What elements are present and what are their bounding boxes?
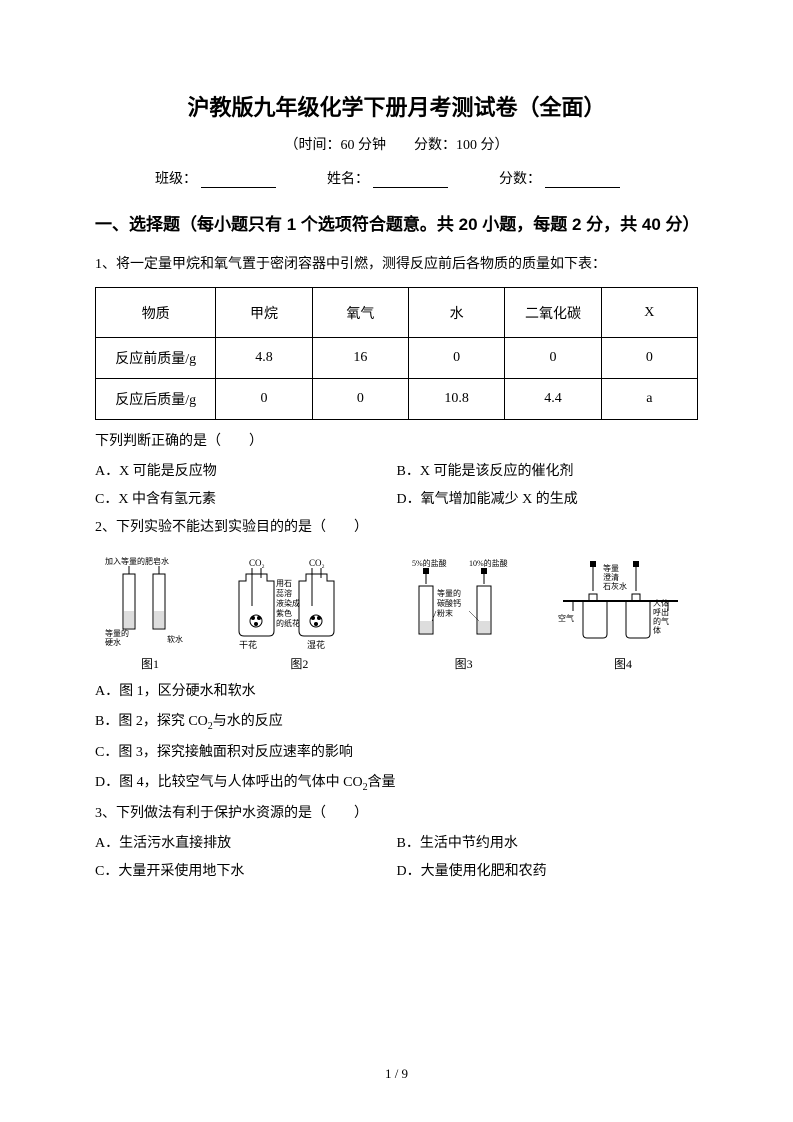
table-cell: 10.8 bbox=[409, 379, 505, 420]
svg-text:石灰水: 石灰水 bbox=[603, 581, 627, 591]
q3-optD: D．大量使用化肥和农药 bbox=[397, 858, 699, 886]
svg-text:等量的: 等量的 bbox=[105, 628, 129, 638]
svg-text:的纸花: 的纸花 bbox=[276, 618, 300, 628]
table-cell: 0 bbox=[216, 379, 312, 420]
svg-text:CO₂: CO₂ bbox=[309, 558, 325, 568]
figure-4: 空气 等量 澄清 石灰水 人体 呼出 的气 体 图4 bbox=[558, 556, 688, 672]
fig3-svg: 5%的盐酸 10%的盐酸 等量的 碳酸钙 粉末 bbox=[404, 556, 524, 651]
svg-text:CO₂: CO₂ bbox=[249, 558, 265, 568]
q1-optD: D．氧气增加能减少 X 的生成 bbox=[397, 486, 699, 514]
table-cell: 0 bbox=[601, 338, 697, 379]
page-title: 沪教版九年级化学下册月考测试卷（全面） bbox=[95, 90, 698, 122]
q3-options-row1: A．生活污水直接排放 B．生活中节约用水 bbox=[95, 830, 698, 858]
svg-text:澄清: 澄清 bbox=[603, 572, 619, 582]
figure-1: 加入等量的肥皂水 等量的 硬水 软水 图1 bbox=[105, 556, 195, 672]
svg-text:碳酸钙: 碳酸钙 bbox=[437, 598, 461, 608]
score-blank bbox=[545, 174, 620, 188]
q2-optA: A．图 1，区分硬水和软水 bbox=[95, 678, 698, 706]
svg-text:用石: 用石 bbox=[276, 579, 292, 588]
table-header: 水 bbox=[409, 288, 505, 338]
table-header: 二氧化碳 bbox=[505, 288, 601, 338]
fig1-label: 图1 bbox=[141, 655, 159, 672]
q2-options: A．图 1，区分硬水和软水 B．图 2，探究 CO2与水的反应 C．图 3，探究… bbox=[95, 678, 698, 798]
table-header: X bbox=[601, 288, 697, 338]
svg-text:等量: 等量 bbox=[603, 563, 619, 573]
table-cell: 反应后质量/g bbox=[96, 379, 216, 420]
fig4-svg: 空气 等量 澄清 石灰水 人体 呼出 的气 体 bbox=[558, 556, 688, 651]
svg-text:10%的盐酸: 10%的盐酸 bbox=[469, 558, 508, 568]
fig2-label: 图2 bbox=[290, 655, 308, 672]
q1-optB: B．X 可能是该反应的催化剂 bbox=[397, 458, 699, 486]
fig2-svg: CO₂ CO₂ 干花 湿花 用石 蕊溶 液染成 紫色 bbox=[229, 556, 369, 651]
name-label: 姓名： bbox=[327, 172, 369, 187]
q1-options-row1: A．X 可能是反应物 B．X 可能是该反应的催化剂 bbox=[95, 458, 698, 486]
q1-table: 物质 甲烷 氧气 水 二氧化碳 X 反应前质量/g 4.8 16 0 0 0 反… bbox=[95, 287, 698, 420]
svg-text:干花: 干花 bbox=[239, 639, 257, 650]
q1-tail: 下列判断正确的是（ ） bbox=[95, 428, 698, 456]
svg-text:呼出: 呼出 bbox=[653, 607, 669, 617]
figure-2: CO₂ CO₂ 干花 湿花 用石 蕊溶 液染成 紫色 bbox=[229, 556, 369, 672]
svg-text:紫色: 紫色 bbox=[276, 608, 292, 618]
svg-text:人体: 人体 bbox=[653, 598, 669, 608]
q2-figures: 加入等量的肥皂水 等量的 硬水 软水 图1 CO₂ CO₂ bbox=[95, 552, 698, 672]
table-header: 物质 bbox=[96, 288, 216, 338]
svg-text:硬水: 硬水 bbox=[105, 637, 121, 647]
page-subtitle: （时间：60 分钟 分数：100 分） bbox=[95, 134, 698, 154]
class-blank bbox=[201, 174, 276, 188]
score-label: 分数： bbox=[499, 172, 541, 187]
table-cell: 4.4 bbox=[505, 379, 601, 420]
q2-optB: B．图 2，探究 CO2与水的反应 bbox=[95, 708, 698, 737]
name-blank bbox=[373, 174, 448, 188]
q3-optC: C．大量开采使用地下水 bbox=[95, 858, 397, 886]
q3-optA: A．生活污水直接排放 bbox=[95, 830, 397, 858]
q1-stem: 1、将一定量甲烷和氧气置于密闭容器中引燃，测得反应前后各物质的质量如下表： bbox=[95, 251, 698, 279]
q2-optC: C．图 3，探究接触面积对反应速率的影响 bbox=[95, 739, 698, 767]
svg-text:液染成: 液染成 bbox=[276, 598, 300, 608]
q2-optD: D．图 4，比较空气与人体呼出的气体中 CO2含量 bbox=[95, 769, 698, 798]
table-cell: 反应前质量/g bbox=[96, 338, 216, 379]
q1-optC: C．X 中含有氢元素 bbox=[95, 486, 397, 514]
table-cell: 0 bbox=[505, 338, 601, 379]
q3-optB: B．生活中节约用水 bbox=[397, 830, 699, 858]
table-cell: 16 bbox=[312, 338, 408, 379]
q3-stem: 3、下列做法有利于保护水资源的是（ ） bbox=[95, 800, 698, 828]
table-cell: a bbox=[601, 379, 697, 420]
q1-optA: A．X 可能是反应物 bbox=[95, 458, 397, 486]
svg-text:5%的盐酸: 5%的盐酸 bbox=[412, 558, 447, 568]
fig1-svg: 加入等量的肥皂水 等量的 硬水 软水 bbox=[105, 556, 195, 651]
table-cell: 4.8 bbox=[216, 338, 312, 379]
svg-text:的气: 的气 bbox=[653, 616, 669, 626]
table-header: 甲烷 bbox=[216, 288, 312, 338]
svg-text:体: 体 bbox=[653, 625, 661, 635]
fig4-label: 图4 bbox=[614, 655, 632, 672]
svg-text:等量的: 等量的 bbox=[437, 588, 461, 598]
svg-text:粉末: 粉末 bbox=[437, 608, 453, 618]
page-number: 1 / 9 bbox=[0, 1066, 793, 1082]
svg-text:加入等量的肥皂水: 加入等量的肥皂水 bbox=[105, 556, 169, 566]
table-header: 氧气 bbox=[312, 288, 408, 338]
q3-options-row2: C．大量开采使用地下水 D．大量使用化肥和农药 bbox=[95, 858, 698, 886]
info-line: 班级： 姓名： 分数： bbox=[95, 168, 698, 188]
svg-text:湿花: 湿花 bbox=[307, 639, 325, 650]
fig3-label: 图3 bbox=[455, 655, 473, 672]
svg-text:软水: 软水 bbox=[167, 634, 183, 644]
figure-3: 5%的盐酸 10%的盐酸 等量的 碳酸钙 粉末 图3 bbox=[404, 556, 524, 672]
table-cell: 0 bbox=[312, 379, 408, 420]
svg-text:空气: 空气 bbox=[558, 613, 574, 623]
q2-stem: 2、下列实验不能达到实验目的的是（ ） bbox=[95, 514, 698, 542]
table-cell: 0 bbox=[409, 338, 505, 379]
q1-options-row2: C．X 中含有氢元素 D．氧气增加能减少 X 的生成 bbox=[95, 486, 698, 514]
section-title: 一、选择题（每小题只有 1 个选项符合题意。共 20 小题，每题 2 分，共 4… bbox=[95, 206, 698, 243]
svg-text:蕊溶: 蕊溶 bbox=[276, 588, 292, 598]
class-label: 班级： bbox=[155, 172, 197, 187]
